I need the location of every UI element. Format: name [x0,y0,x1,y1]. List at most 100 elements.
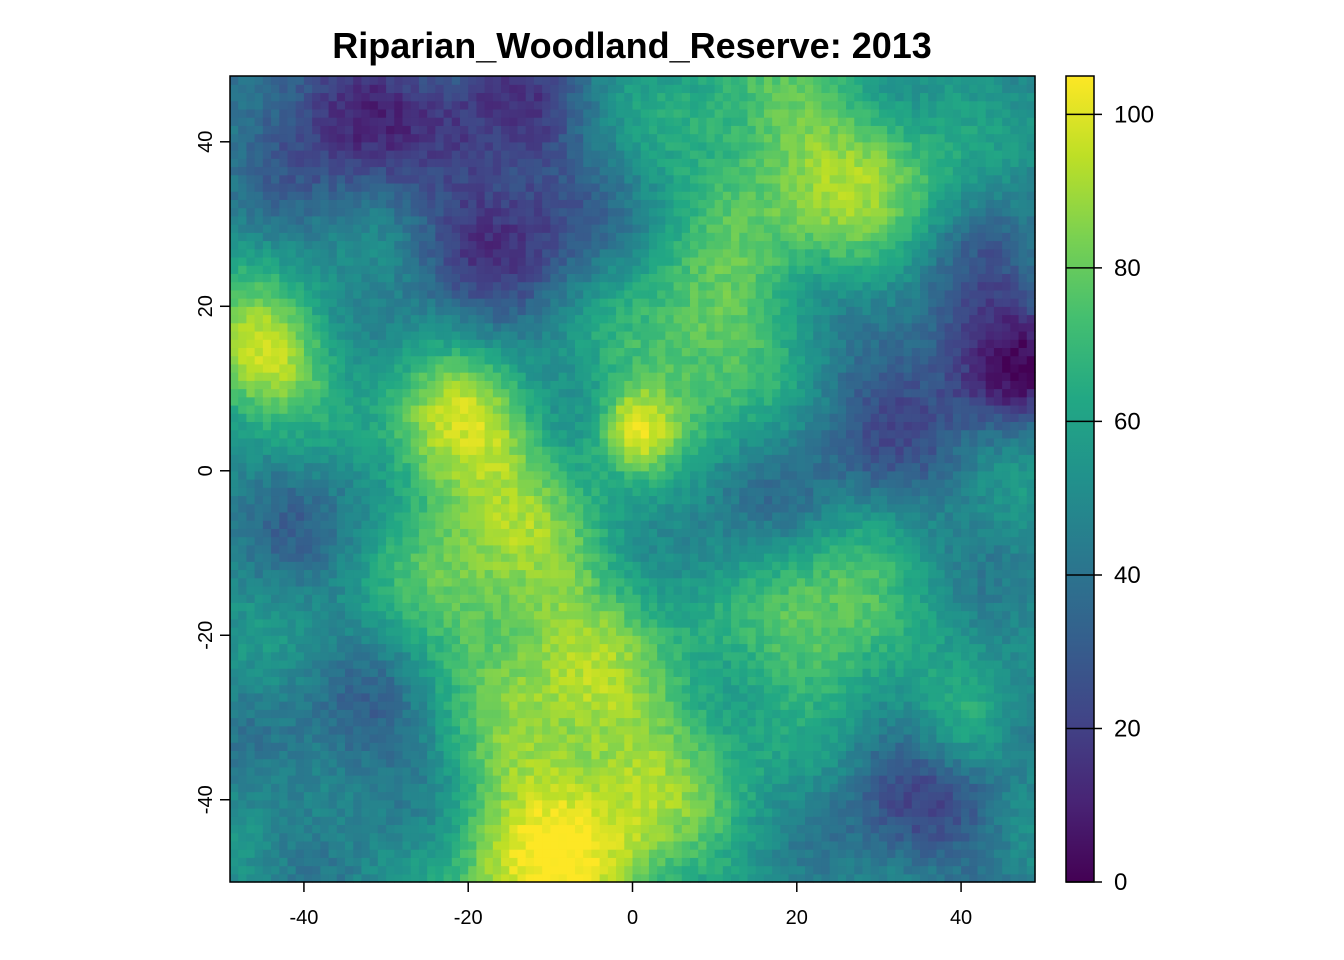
raster-cell [386,470,395,480]
raster-cell [353,791,363,801]
raster-cell [616,692,625,702]
raster-cell [369,100,379,110]
raster-cell [271,487,280,497]
raster-cell [558,207,568,217]
raster-cell [501,429,510,439]
raster-cell [575,207,584,217]
raster-cell [599,701,609,710]
raster-cell [410,725,420,735]
raster-cell [607,824,617,834]
raster-cell [591,594,601,603]
raster-cell [295,150,305,159]
raster-cell [476,725,486,735]
raster-cell [353,873,363,883]
raster-cell [410,742,420,751]
raster-cell [533,429,543,439]
raster-cell [246,553,256,562]
raster-cell [468,495,478,505]
raster-cell [254,561,264,571]
raster-cell [230,849,239,858]
raster-cell [262,76,272,85]
raster-cell [402,92,412,102]
raster-cell [632,561,642,571]
raster-cell [607,92,617,102]
raster-cell [550,404,560,414]
raster-cell [583,224,593,233]
raster-cell [353,561,363,571]
raster-cell [427,306,436,316]
raster-cell [230,610,239,620]
raster-cell [566,421,576,431]
raster-cell [533,816,543,826]
raster-cell [558,413,568,423]
raster-cell [566,668,576,677]
raster-cell [468,544,478,554]
raster-cell [460,437,469,447]
raster-cell [328,150,338,159]
raster-cell [254,437,264,447]
raster-cell [386,503,395,513]
raster-cell [542,717,551,727]
raster-cell [254,84,264,94]
raster-cell [460,585,469,595]
raster-cell [336,487,346,497]
raster-cell [262,692,272,702]
raster-cell [295,100,305,110]
raster-cell [271,207,280,217]
raster-cell [410,396,420,406]
raster-cell [468,511,478,521]
raster-cell [361,248,371,258]
raster-cell [312,799,321,809]
raster-cell [624,832,634,842]
raster-cell [443,561,453,571]
raster-cell [312,166,321,176]
raster-cell [476,816,486,826]
raster-cell [632,725,642,735]
raster-cell [443,306,453,316]
raster-cell [599,577,609,587]
raster-cell [394,191,404,200]
raster-cell [435,758,445,768]
raster-cell [336,339,346,348]
raster-cell [624,643,634,653]
raster-cell [238,659,248,669]
raster-cell [476,742,486,751]
raster-cell [353,627,363,636]
raster-cell [542,92,551,102]
raster-cell [361,462,371,472]
raster-cell [616,150,625,159]
raster-cell [640,133,650,143]
raster-cell [632,816,642,826]
raster-cell [616,158,625,168]
raster-cell [271,750,280,760]
raster-cell [262,380,272,390]
raster-cell [550,775,560,784]
raster-cell [279,413,289,423]
raster-cell [353,76,363,85]
raster-cell [377,725,387,735]
raster-cell [492,240,502,250]
raster-cell [624,791,634,801]
raster-cell [238,668,248,677]
raster-cell [451,215,461,225]
raster-cell [295,577,305,587]
raster-cell [279,330,289,340]
raster-cell [624,742,634,751]
raster-cell [550,709,560,719]
raster-cell [607,783,617,793]
raster-cell [624,511,634,521]
raster-cell [246,199,256,209]
raster-cell [271,141,280,151]
raster-cell [418,766,428,776]
raster-cell [492,446,502,455]
raster-cell [427,684,436,694]
raster-cell [509,742,519,751]
raster-cell [386,413,395,423]
raster-cell [575,487,584,497]
raster-cell [558,775,568,784]
raster-cell [566,413,576,423]
raster-cell [394,224,404,233]
raster-cell [451,709,461,719]
raster-cell [320,618,330,628]
raster-cell [550,224,560,233]
